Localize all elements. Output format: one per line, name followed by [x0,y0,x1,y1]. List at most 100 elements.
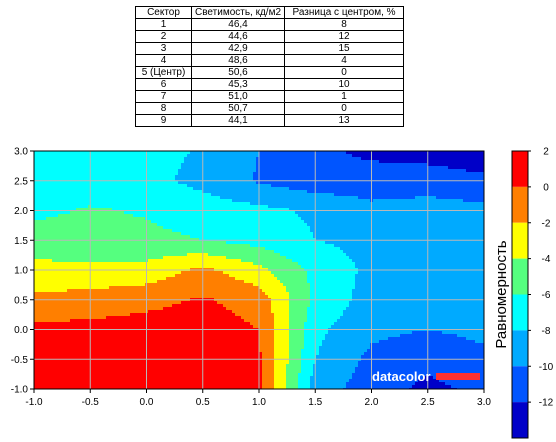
heatmap-cell [394,232,397,235]
heatmap-cell [82,214,85,217]
heatmap-cell [130,154,133,157]
heatmap-cell [385,217,388,220]
heatmap-cell [373,166,376,169]
heatmap-cell [307,247,310,250]
heatmap-cell [310,178,313,181]
heatmap-cell [259,175,262,178]
heatmap-cell [217,205,220,208]
heatmap-cell [337,241,340,244]
heatmap-cell [256,202,259,205]
heatmap-cell [445,157,448,160]
heatmap-cell [43,157,46,160]
heatmap-cell [397,202,400,205]
heatmap-cell [442,169,445,172]
heatmap-cell [226,178,229,181]
heatmap-cell [85,184,88,187]
heatmap-cell [346,223,349,226]
heatmap-cell [409,211,412,214]
heatmap-cell [466,214,469,217]
heatmap-cell [358,229,361,232]
heatmap-cell [97,220,100,223]
heatmap-cell [193,199,196,202]
heatmap-cell [133,238,136,241]
heatmap-cell [133,178,136,181]
heatmap-cell [379,166,382,169]
heatmap-cell [466,211,469,214]
heatmap-cell [481,187,484,190]
heatmap-cell [106,217,109,220]
heatmap-cell [118,238,121,241]
heatmap-cell [79,211,82,214]
heatmap-cell [421,244,424,247]
heatmap-cell [139,226,142,229]
heatmap-cell [82,241,85,244]
heatmap-cell [394,157,397,160]
heatmap-cell [115,181,118,184]
heatmap-cell [229,190,232,193]
heatmap-cell [220,202,223,205]
heatmap-cell [157,169,160,172]
heatmap-cell [391,208,394,211]
heatmap-cell [208,157,211,160]
heatmap-cell [409,229,412,232]
heatmap-cell [136,181,139,184]
heatmap-cell [175,184,178,187]
cell-difference: 13 [284,114,405,127]
heatmap-cell [73,235,76,238]
heatmap-cell [100,205,103,208]
heatmap-cell [61,247,64,250]
heatmap-cell [325,241,328,244]
heatmap-cell [163,238,166,241]
heatmap-cell [190,151,193,154]
heatmap-cell [34,223,37,226]
heatmap-cell [190,226,193,229]
heatmap-cell [88,247,91,250]
heatmap-cell [67,166,70,169]
heatmap-cell [466,199,469,202]
heatmap-cell [286,205,289,208]
heatmap-cell [91,166,94,169]
heatmap-cell [79,196,82,199]
heatmap-cell [88,187,91,190]
heatmap-cell [460,151,463,154]
heatmap-cell [160,172,163,175]
heatmap-cell [403,229,406,232]
heatmap-cell [79,205,82,208]
heatmap-cell [91,196,94,199]
heatmap-cell [400,220,403,223]
heatmap-cell [253,229,256,232]
heatmap-cell [187,181,190,184]
heatmap-cell [346,205,349,208]
heatmap-cell [283,151,286,154]
heatmap-cell [136,193,139,196]
heatmap-cell [82,223,85,226]
heatmap-cell [217,193,220,196]
heatmap-cell [214,178,217,181]
heatmap-cell [142,226,145,229]
heatmap-cell [238,220,241,223]
heatmap-cell [400,178,403,181]
heatmap-cell [424,175,427,178]
heatmap-cell [58,190,61,193]
heatmap-cell [478,229,481,232]
heatmap-cell [469,235,472,238]
heatmap-cell [115,217,118,220]
heatmap-cell [427,166,430,169]
heatmap-cell [265,187,268,190]
heatmap-cell [175,160,178,163]
heatmap-cell [379,241,382,244]
heatmap-cell [286,175,289,178]
heatmap-cell [58,166,61,169]
heatmap-cell [334,238,337,241]
heatmap-cell [463,241,466,244]
heatmap-cell [289,187,292,190]
heatmap-cell [85,175,88,178]
heatmap-cell [376,235,379,238]
heatmap-cell [223,214,226,217]
heatmap-cell [445,172,448,175]
heatmap-cell [328,199,331,202]
heatmap-cell [157,223,160,226]
heatmap-cell [319,202,322,205]
heatmap-cell [340,181,343,184]
heatmap-cell [142,211,145,214]
